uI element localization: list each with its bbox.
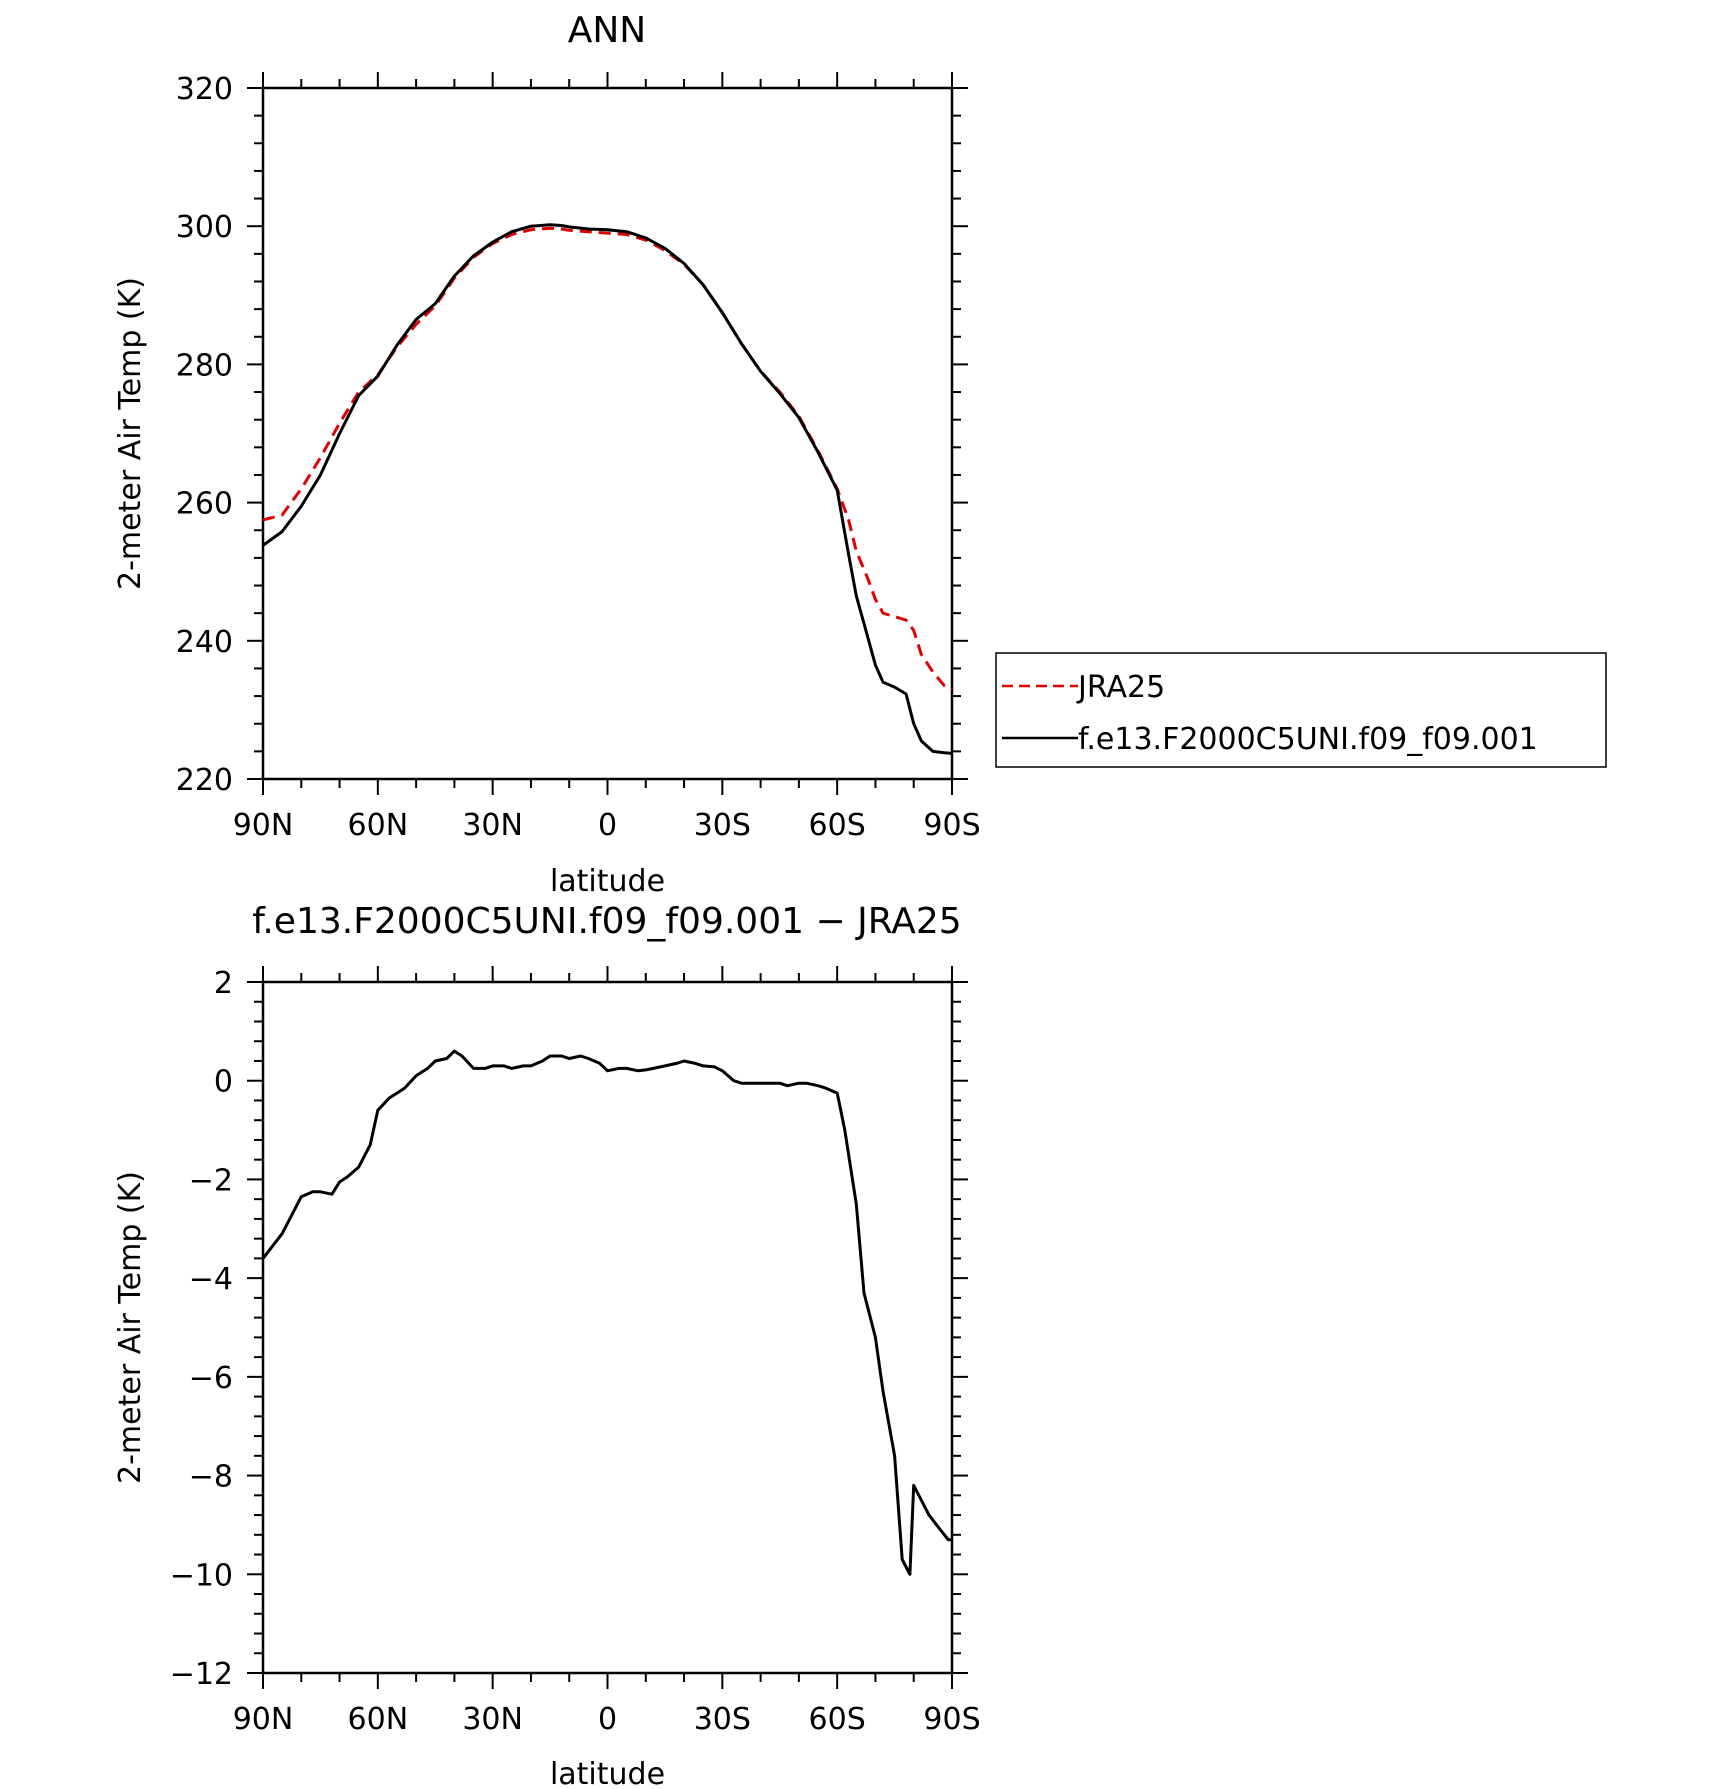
legend-label-model: f.e13.F2000C5UNI.f09_f09.001 xyxy=(1078,722,1538,757)
x-tick-label: 30N xyxy=(462,808,523,843)
x-tick-label: 0 xyxy=(598,808,617,843)
x-axis-label: latitude xyxy=(550,864,665,899)
y-tick-label: 0 xyxy=(214,1065,233,1100)
y-tick-label: 280 xyxy=(176,348,233,383)
y-tick-label: −4 xyxy=(189,1262,233,1297)
y-tick-label: −10 xyxy=(170,1558,233,1593)
y-tick-label: 320 xyxy=(176,72,233,107)
y-tick-label: 220 xyxy=(176,763,233,798)
y-axis-label: 2-meter Air Temp (K) xyxy=(113,1171,148,1484)
plot-frame xyxy=(261,86,954,781)
legend: JRA25 f.e13.F2000C5UNI.f09_f09.001 xyxy=(995,652,1607,768)
y-tick-label: 300 xyxy=(176,210,233,245)
chart-title: ANN xyxy=(568,10,647,51)
top-panel: 90N 60N 30N 0 30S 60S 90S 220 240 260 280 300 320 ANN… xyxy=(113,10,981,899)
x-tick-label: 60S xyxy=(809,808,866,843)
y-tick-label: −2 xyxy=(189,1163,233,1198)
legend-box xyxy=(995,652,1607,768)
x-tick-label: 30S xyxy=(694,808,751,843)
x-tick-label: 60S xyxy=(809,1702,866,1737)
chart-title: f.e13.F2000C5UNI.f09_f09.001 − JRA25 xyxy=(252,901,961,942)
y-tick-label: 2 xyxy=(214,966,233,1001)
y-tick-label: 260 xyxy=(176,487,233,522)
x-tick-label: 30S xyxy=(694,1702,751,1737)
y-tick-label: −8 xyxy=(189,1460,233,1495)
x-tick-label: 60N xyxy=(348,808,409,843)
bottom-panel: 90N 60N 30N 0 30S 60S 90S −12 −10 −8 −6 −4 −2 0 2 f.e13… xyxy=(113,901,981,1789)
x-tick-label: 90S xyxy=(923,808,980,843)
x-tick-label: 0 xyxy=(598,1702,617,1737)
y-tick-label: −6 xyxy=(189,1361,233,1396)
plot-frame xyxy=(261,980,954,1675)
series-line-2 xyxy=(262,223,953,755)
x-axis-label: latitude xyxy=(550,1757,665,1789)
x-tick-label: 90N xyxy=(233,808,294,843)
x-tick-label: 60N xyxy=(348,1702,409,1737)
y-axis-label: 2-meter Air Temp (K) xyxy=(113,277,148,590)
y-tick-label: −12 xyxy=(170,1657,233,1692)
series-line-1 xyxy=(262,226,953,691)
legend-label-jra25: JRA25 xyxy=(1076,670,1165,705)
x-tick-label: 90S xyxy=(923,1702,980,1737)
series-line-1 xyxy=(261,1049,952,1576)
y-tick-label: 240 xyxy=(176,625,233,660)
x-tick-label: 30N xyxy=(462,1702,523,1737)
x-tick-label: 90N xyxy=(233,1702,294,1737)
